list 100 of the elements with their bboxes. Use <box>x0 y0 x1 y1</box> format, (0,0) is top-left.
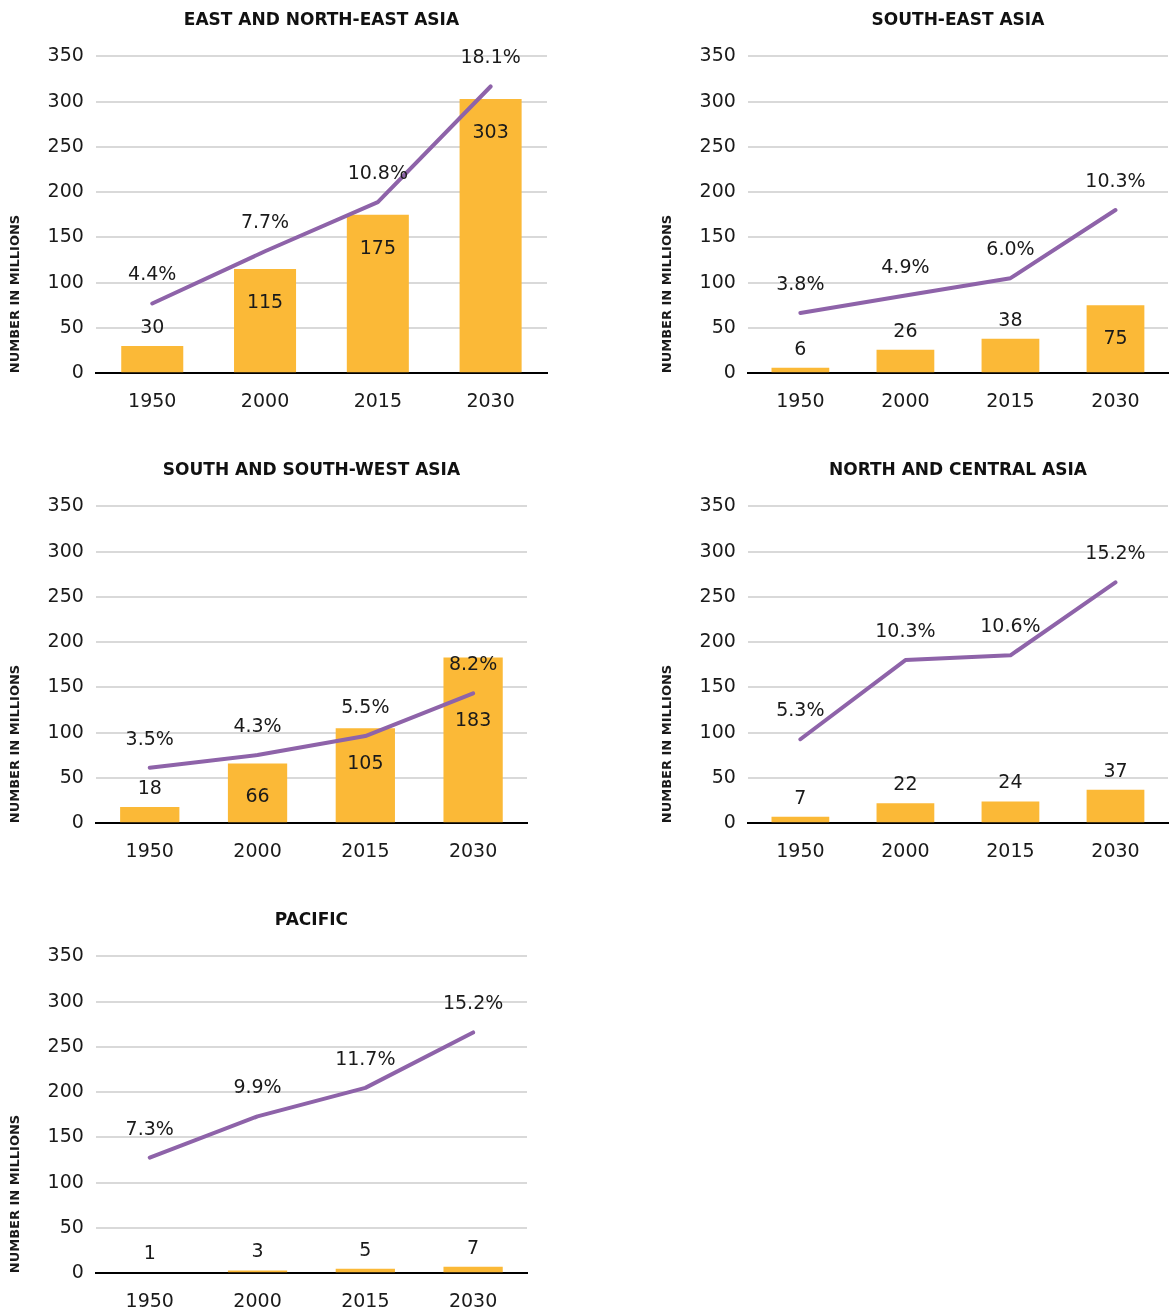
x-tick-label: 2000 <box>240 388 290 411</box>
data-label: 1 <box>143 1241 156 1264</box>
y-axis-title: NUMBER IN MILLIONS <box>659 214 675 374</box>
y-tick-label: 300 <box>699 538 736 561</box>
x-tick-label: 1950 <box>776 838 825 861</box>
chart-title: SOUTH AND SOUTH-WEST ASIA <box>162 458 461 479</box>
data-label: 5.3% <box>776 698 825 721</box>
bar <box>1086 305 1145 373</box>
data-label: 175 <box>359 235 396 258</box>
bar <box>335 728 395 823</box>
x-tick-label: 2015 <box>341 1288 390 1311</box>
y-tick-label: 250 <box>47 133 84 156</box>
x-tick-label: 2030 <box>1091 388 1140 411</box>
data-label: 3 <box>251 1239 264 1262</box>
data-label: 115 <box>246 290 284 313</box>
bar <box>120 806 180 823</box>
x-tick-label: 2030 <box>448 838 498 861</box>
data-label: 9.9% <box>233 1075 282 1098</box>
data-label: 18 <box>137 775 162 798</box>
data-label: 24 <box>998 770 1023 793</box>
data-label: 183 <box>454 708 492 731</box>
x-tick-label: 2030 <box>448 1288 498 1311</box>
y-tick-label: 0 <box>71 360 84 383</box>
data-label: 10.3% <box>1085 168 1146 191</box>
y-tick-label: 250 <box>47 1033 84 1056</box>
x-tick-label: 1950 <box>125 1288 174 1311</box>
bar <box>981 801 1040 823</box>
y-tick-label: 150 <box>47 1124 84 1147</box>
y-tick-label: 350 <box>47 43 84 66</box>
bar <box>876 803 935 823</box>
x-tick-label: 2000 <box>881 388 930 411</box>
y-tick-label: 100 <box>47 719 84 742</box>
y-tick-label: 50 <box>711 314 736 337</box>
data-label: 10.8% <box>347 161 408 184</box>
data-label: 26 <box>893 318 918 341</box>
y-tick-label: 50 <box>711 764 736 787</box>
y-tick-label: 350 <box>699 43 736 66</box>
data-label: 4.4% <box>128 262 177 285</box>
data-label: 10.6% <box>980 614 1041 637</box>
y-tick-label: 50 <box>59 1214 84 1237</box>
y-tick-label: 200 <box>47 629 84 652</box>
data-label: 6 <box>794 336 807 359</box>
y-axis-title: NUMBER IN MILLIONS <box>659 664 675 824</box>
y-tick-label: 300 <box>47 88 84 111</box>
data-label: 18.1% <box>460 45 521 68</box>
y-tick-label: 150 <box>699 224 736 247</box>
chart-title: EAST AND NORTH-EAST ASIA <box>183 8 460 29</box>
data-label: 66 <box>245 784 270 807</box>
data-label: 3.8% <box>776 271 825 294</box>
y-tick-label: 250 <box>47 583 84 606</box>
y-axis-title: NUMBER IN MILLIONS <box>7 214 23 374</box>
x-tick-label: 1950 <box>128 388 177 411</box>
y-tick-label: 200 <box>699 179 736 202</box>
x-tick-label: 2000 <box>233 1288 282 1311</box>
y-tick-label: 350 <box>47 493 84 516</box>
bar <box>459 98 522 373</box>
data-label: 4.9% <box>881 254 930 277</box>
data-label: 5.5% <box>341 695 390 718</box>
y-axis-title: NUMBER IN MILLIONS <box>7 1114 23 1274</box>
x-tick-label: 2015 <box>986 838 1035 861</box>
x-tick-label: 1950 <box>125 838 174 861</box>
data-label: 105 <box>347 751 384 774</box>
data-label: 7 <box>794 785 807 808</box>
x-tick-label: 1950 <box>776 388 825 411</box>
data-label: 22 <box>893 772 918 795</box>
y-tick-label: 150 <box>47 224 84 247</box>
bar <box>234 269 297 373</box>
y-tick-label: 0 <box>71 810 84 833</box>
bar <box>346 214 409 373</box>
y-axis-title: NUMBER IN MILLIONS <box>7 664 23 824</box>
data-label: 11.7% <box>335 1046 396 1069</box>
data-label: 8.2% <box>448 652 498 675</box>
bar <box>771 367 830 373</box>
chart-title: NORTH AND CENTRAL ASIA <box>828 458 1088 479</box>
y-tick-label: 150 <box>699 674 736 697</box>
bar <box>981 338 1040 373</box>
data-label: 7 <box>467 1235 480 1258</box>
bar <box>771 816 830 823</box>
bar <box>121 346 184 373</box>
x-tick-label: 2015 <box>341 838 390 861</box>
y-tick-label: 50 <box>59 314 84 337</box>
y-tick-label: 50 <box>59 764 84 787</box>
data-label: 75 <box>1103 326 1128 349</box>
y-tick-label: 250 <box>699 133 736 156</box>
y-tick-label: 200 <box>699 629 736 652</box>
y-tick-label: 100 <box>47 269 84 292</box>
x-tick-label: 2015 <box>986 388 1035 411</box>
x-tick-label: 2000 <box>233 838 282 861</box>
data-label: 15.2% <box>442 991 504 1014</box>
y-tick-label: 200 <box>47 1079 84 1102</box>
bar <box>443 657 503 823</box>
y-tick-label: 300 <box>699 88 736 111</box>
data-label: 5 <box>359 1237 372 1260</box>
y-tick-label: 100 <box>47 1169 84 1192</box>
data-label: 3.5% <box>125 726 174 749</box>
y-tick-label: 100 <box>699 719 736 742</box>
bar <box>227 763 288 823</box>
y-tick-label: 300 <box>47 538 84 561</box>
y-tick-label: 200 <box>47 179 84 202</box>
x-tick-label: 2000 <box>881 838 930 861</box>
